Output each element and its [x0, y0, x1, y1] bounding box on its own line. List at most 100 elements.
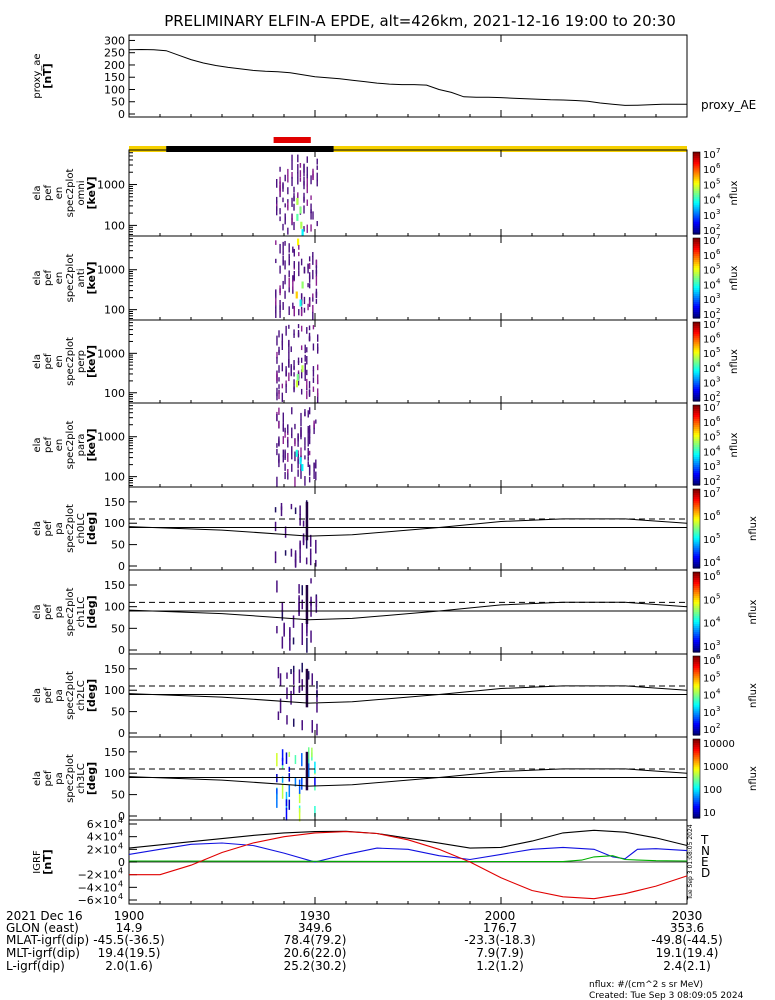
- pa_ch0-colorbar-cell: [693, 546, 700, 549]
- pa_ch3-colorbar-cell: [693, 742, 700, 746]
- pa_ch3-data-mark: [294, 755, 297, 764]
- pa_ch1-colorbar-cell: [693, 586, 700, 589]
- spec_para-data-mark: [294, 438, 296, 447]
- spec_para-data-mark: [287, 424, 289, 434]
- spec_para-data-mark: [297, 438, 299, 447]
- spec_omni-data-mark: [306, 177, 308, 187]
- spec_para-data-mark: [287, 472, 289, 480]
- spec_anti-data-mark: [298, 252, 300, 257]
- pa_ch2-data-mark: [301, 720, 303, 731]
- spec_omni-colorbar-cell: [693, 160, 700, 163]
- spec_perp-ylabel-line: [keV]: [85, 345, 98, 378]
- spec_perp-data-mark: [316, 388, 319, 397]
- pa_ch0-ylabel-line: spec2plot: [65, 504, 76, 553]
- pa_ch0-ylabel-line: pef: [43, 520, 54, 537]
- pa_ch1-colorbar-cell: [693, 614, 700, 617]
- spec_omni-data-mark: [291, 154, 293, 161]
- spec_para-data-mark: [284, 430, 286, 438]
- spec_anti-colorbar-cell: [693, 302, 700, 305]
- spec_omni-colorbar-cell: [693, 221, 700, 225]
- spec_anti-colorbar-cell: [693, 246, 700, 249]
- spec_perp-data-mark: [293, 383, 295, 389]
- pa_ch1-data-mark: [298, 601, 300, 615]
- spec_omni-colorbar-cell: [693, 166, 700, 169]
- spec_omni-data-mark: [287, 227, 289, 235]
- pa_ch1-colorbar-cell: [693, 628, 700, 631]
- pa_ch3-colorbar-cell: [693, 756, 700, 760]
- pa_ch1-data-mark: [306, 622, 308, 633]
- pa_ch2-colorbar-cell: [693, 667, 700, 671]
- spec_para-colorbar-tick-base: 10: [703, 462, 716, 473]
- spec_anti-data-mark: [308, 300, 311, 306]
- pa_ch3-data-mark: [301, 777, 303, 790]
- pa_ch2-data-mark: [305, 668, 309, 708]
- spec_omni-colorbar-tick-base: 10: [703, 196, 716, 207]
- spec_omni-colorbar-cell: [693, 168, 700, 172]
- spec_anti-colorbar-cell: [693, 256, 700, 259]
- pa_ch1-colorbar-cell: [693, 588, 700, 591]
- spec_para-colorbar-cell: [693, 475, 700, 478]
- pa_ch1-colorbar-cell: [693, 610, 700, 613]
- pa_ch0-colorbar-cell: [693, 532, 700, 536]
- spec_para-data-mark: [307, 436, 309, 447]
- spec_perp-colorbar-cell: [693, 335, 700, 339]
- pa_ch1-colorbar-cell: [693, 646, 700, 649]
- spec_para-data-mark: [291, 463, 293, 472]
- pa_ch1-colorbar-cell: [693, 584, 700, 587]
- spec_anti-data-mark: [298, 244, 300, 250]
- spec_perp-frame: [128, 319, 688, 404]
- pa_ch1-colorbar-cell: [693, 630, 700, 633]
- pa_ch2-colorbar-tick-power: 5: [716, 670, 720, 678]
- spec_para-colorbar-tick-base: 10: [703, 403, 716, 414]
- spec_anti-colorbar-cell: [693, 268, 700, 271]
- pa_ch0-data-mark: [294, 558, 297, 568]
- ephemeris-row-label: MLAT-igrf(dip): [6, 933, 89, 947]
- spec_anti-data-mark: [303, 266, 306, 274]
- proxy-ae-line: [128, 48, 687, 106]
- spec_para-data-mark: [294, 451, 296, 462]
- pa_ch1-colorbar-tick-base: 10: [703, 619, 716, 630]
- spec_anti-data-mark: [292, 302, 294, 309]
- igrf-legend-d: D: [701, 866, 710, 880]
- pa_ch0-colorbar-cell: [693, 514, 700, 518]
- spec_omni-colorbar-cell: [693, 193, 700, 196]
- spec_para-colorbar-cell: [693, 457, 700, 460]
- pa_ch2-colorbar-tick-base: 10: [703, 708, 716, 719]
- spec_omni-data-mark: [282, 223, 284, 231]
- spec_para-colorbar-cell: [693, 459, 700, 462]
- spec_para-colorbar-tick-power: 5: [716, 430, 720, 438]
- spec_perp-data-mark: [300, 345, 303, 351]
- spec_anti-data-mark: [275, 297, 277, 306]
- spec_omni-colorbar-tick-power: 6: [716, 162, 721, 170]
- spec_anti-data-mark: [275, 309, 277, 318]
- pa_ch1-colorbar-cell: [693, 576, 700, 579]
- spec_perp-colorbar-cell: [693, 397, 700, 400]
- spec_anti-colorbar-tick-power: 7: [716, 233, 720, 241]
- spec_omni-colorbar-cell: [693, 215, 700, 219]
- spec_omni-colorbar-tick-base: 10: [703, 211, 716, 222]
- pa_ch3-colorbar-cell: [693, 774, 700, 778]
- spec_omni-data-mark: [312, 211, 314, 220]
- spec_para-data-mark: [308, 450, 311, 456]
- spec_para-data-mark: [276, 443, 278, 448]
- pa_ch3-colorbar-cell: [693, 772, 700, 776]
- pa_ch0-data-mark: [284, 526, 287, 538]
- spec_perp-data-mark: [293, 333, 295, 338]
- spec_perp-colorbar-cell: [693, 323, 700, 327]
- spec_perp-colorbar-tick-power: 7: [716, 317, 720, 325]
- spec_omni-colorbar-cell: [693, 154, 700, 157]
- pa_ch2-colorbar-cell: [693, 673, 700, 677]
- spec_para-colorbar-cell: [693, 481, 700, 484]
- pa_ch1-colorbar-cell: [693, 608, 700, 611]
- spec_anti-data-mark: [300, 258, 303, 266]
- pa_ch3-data-mark: [288, 784, 291, 797]
- spec_perp-data-mark: [301, 365, 304, 373]
- spec_para-data-mark: [308, 466, 311, 476]
- pa_ch0-colorbar-tick-base: 10: [703, 558, 716, 569]
- pa_ch0-colorbar-cell: [693, 536, 700, 539]
- spec_perp-data-mark: [316, 346, 319, 354]
- spec_perp-data-mark: [300, 369, 303, 379]
- spec_omni-ylabel-line: [keV]: [85, 176, 98, 209]
- proxy-ae-ytick-label: 300: [104, 34, 125, 47]
- spec_para-data-mark: [291, 446, 293, 456]
